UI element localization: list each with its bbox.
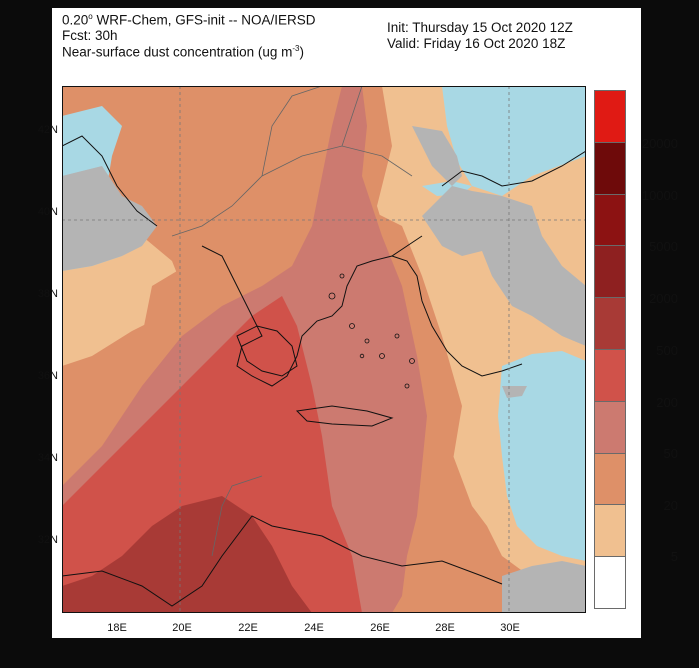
coastline-greece [201,235,423,387]
border-3 [341,86,363,147]
turkey-land [412,126,586,346]
colorbar-box-3 [594,245,626,299]
colorbar-box-4 [594,297,626,350]
cyprus-grey [502,386,527,398]
lon-tick-30e: 30E [500,622,520,634]
lat-tick-40n: 40N [37,206,58,218]
lon-tick-20e: 20E [172,622,192,634]
border-2 [261,86,323,177]
legend-label-10000: 10000 [641,188,678,203]
coastline-africa [62,515,503,607]
island-5 [394,333,400,339]
colorbar-box-8 [594,504,626,558]
forecast-hour: Fcst: 30h [62,28,118,43]
colorbar-box-0 [594,90,626,143]
island-3 [364,338,370,344]
dust-level-500-area [62,496,312,613]
coastline-crete [295,405,394,427]
legend-label-2000: 2000 [649,291,678,306]
dust-map [62,86,586,613]
lat-tick-42n: 42N [37,124,58,136]
lon-tick-22e: 22E [238,622,258,634]
colorbar-box-5 [594,349,626,402]
black-sea [442,86,586,196]
island-6 [409,358,415,364]
legend-label-50: 50 [663,446,678,461]
levantine-sea [498,351,586,561]
legend-label-5000: 5000 [649,239,678,254]
lat-tick-38n: 38N [37,288,58,300]
init-time: Init: Thursday 15 Oct 2020 12Z [387,20,573,35]
model-title: 0.20o WRF-Chem, GFS-init -- NOA/IERSD [62,12,316,28]
egypt-grey [502,561,586,613]
lat-tick-36n: 36N [37,370,58,382]
lon-tick-28e: 28E [435,622,455,634]
lon-tick-26e: 26E [370,622,390,634]
coastline-italy [62,135,158,227]
legend-label-20000: 20000 [641,136,678,151]
legend-label-200: 200 [656,395,678,410]
legend-label-20: 20 [663,498,678,513]
variable-title: Near-surface dust concentration (ug m-3) [62,44,304,60]
coastline-black-sea [441,150,586,187]
italy-land [62,166,157,271]
lat-tick-34n: 34N [37,452,58,464]
colorbar-box-6 [594,400,626,454]
island-7 [404,383,410,389]
border-1 [171,145,413,237]
legend-label-5: 5 [670,549,678,564]
colorbar-box-7 [594,452,626,506]
border-4 [211,475,263,557]
island-9 [339,273,345,279]
lon-tick-18e: 18E [107,622,127,634]
island-8 [359,353,365,359]
colorbar [594,90,626,609]
valid-time: Valid: Friday 16 Oct 2020 18Z [387,36,566,51]
island-4 [379,353,385,359]
legend-label-500: 500 [656,343,678,358]
coastline-peloponnese [236,325,298,377]
colorbar-box-9 [594,556,626,609]
colorbar-box-1 [594,141,626,195]
lat-tick-32n: 32N [37,534,58,546]
lon-tick-24e: 24E [304,622,324,634]
colorbar-box-2 [594,193,626,247]
map-frame [62,86,586,613]
coastline-turkey [391,255,523,377]
island-2 [349,323,355,329]
island-1 [328,292,336,300]
